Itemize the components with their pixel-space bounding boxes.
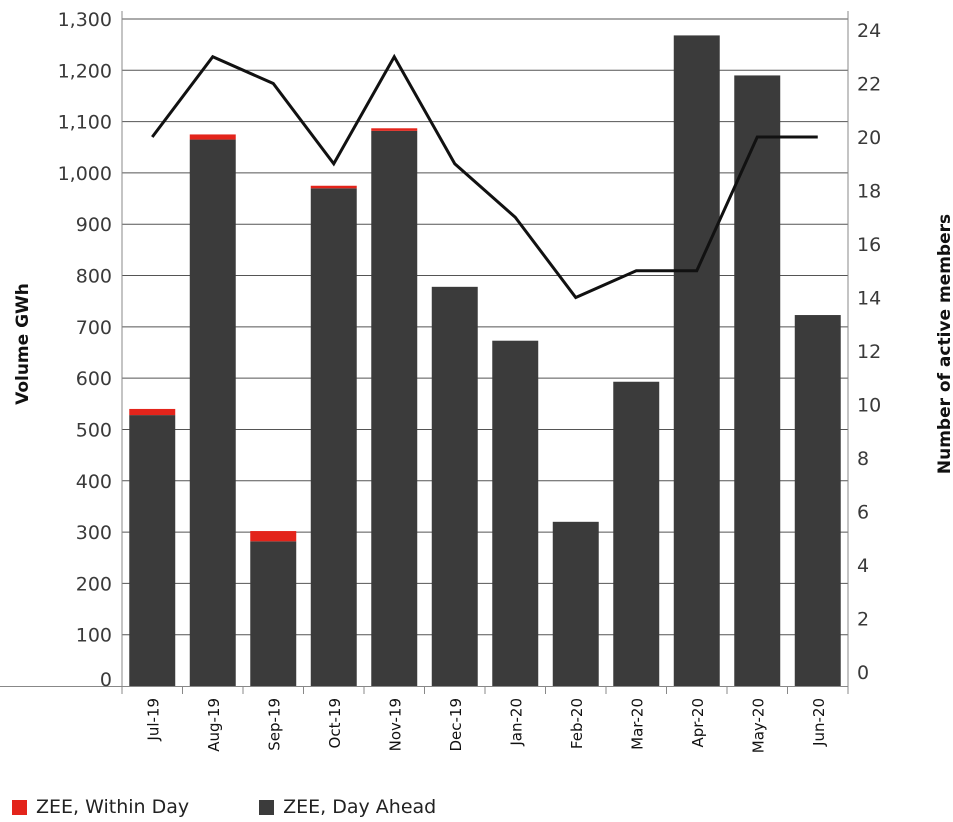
x-tick-label: Feb-20 (568, 698, 586, 749)
axes (0, 11, 849, 694)
bar-day-ahead (310, 188, 357, 687)
y2-tick-label: 14 (857, 288, 881, 310)
bar-within-day (310, 185, 357, 189)
y-tick-label: 1,000 (58, 163, 112, 185)
x-tick-label: Apr-20 (689, 698, 707, 748)
y-tick-label: 300 (76, 522, 112, 544)
member-line (151, 53, 818, 300)
chart-area: 01002003004005006007008009001,0001,1001,… (0, 9, 953, 753)
y-tick-label: 1,300 (58, 9, 112, 31)
y2-tick-label: 8 (857, 448, 869, 470)
x-tick-label: Oct-19 (326, 698, 344, 748)
y-tick-label: 1,100 (58, 112, 112, 134)
x-tick-label: Dec-19 (447, 698, 465, 752)
bar-within-day (371, 128, 418, 131)
bar-within-day (189, 134, 236, 140)
bar-day-ahead (250, 541, 297, 686)
legend-label-within-day: ZEE, Within Day (36, 796, 190, 818)
bar-day-ahead (129, 415, 176, 686)
y-tick-label: 600 (76, 368, 112, 390)
y2-tick-label: 20 (857, 127, 881, 149)
legend: ZEE, Within Day ZEE, Day Ahead (12, 796, 506, 818)
x-tick-label: May-20 (749, 698, 767, 753)
y2-axis-title: Number of active members (935, 214, 953, 474)
bar-day-ahead (492, 340, 539, 686)
y2-tick-label: 10 (857, 395, 881, 417)
x-tick-label: Mar-20 (628, 698, 646, 750)
bar-within-day (250, 531, 297, 542)
bar-day-ahead (673, 35, 720, 687)
legend-swatch-day-ahead (259, 799, 275, 815)
bar-day-ahead (552, 521, 599, 686)
tick-labels: 01002003004005006007008009001,0001,1001,… (58, 9, 882, 753)
y-tick-label: 700 (76, 317, 112, 339)
y-tick-label: 900 (76, 214, 112, 236)
y-tick-label: 500 (76, 419, 112, 441)
y2-tick-label: 6 (857, 502, 869, 524)
legend-swatch-within-day (12, 799, 27, 815)
bar-day-ahead (371, 130, 418, 686)
y-tick-label: 800 (76, 266, 112, 288)
bar-within-day (129, 408, 176, 416)
bars (129, 35, 841, 687)
x-tick-label: Sep-19 (265, 698, 283, 751)
line-active-members (151, 53, 818, 300)
y-tick-label: 1,200 (58, 60, 112, 82)
y-tick-label: 400 (76, 471, 112, 493)
legend-label-day-ahead: ZEE, Day Ahead (283, 796, 437, 818)
x-tick-label: Jul-19 (144, 698, 162, 742)
y2-tick-label: 22 (857, 74, 881, 96)
y-tick-label: 0 (100, 669, 112, 691)
x-tick-label: Aug-19 (205, 698, 223, 752)
y2-tick-label: 24 (857, 20, 881, 42)
y2-tick-label: 0 (857, 662, 869, 684)
bar-day-ahead (189, 139, 236, 687)
y2-tick-label: 4 (857, 555, 869, 577)
y-axis-title: Volume GWh (13, 283, 33, 405)
x-tick-label: Nov-19 (386, 698, 404, 751)
bar-day-ahead (431, 286, 478, 686)
bar-day-ahead (613, 381, 660, 686)
x-tick-label: Jan-20 (507, 698, 525, 747)
y2-tick-label: 12 (857, 341, 881, 363)
y2-tick-label: 18 (857, 181, 881, 203)
y2-tick-label: 16 (857, 234, 881, 256)
bar-day-ahead (794, 315, 841, 686)
x-tick-label: Jun-20 (810, 698, 828, 747)
legend-item-day-ahead: ZEE, Day Ahead (259, 796, 436, 818)
y-tick-label: 200 (76, 573, 112, 595)
bar-day-ahead (734, 75, 781, 686)
legend-item-within-day: ZEE, Within Day (12, 796, 189, 818)
y2-tick-label: 2 (857, 609, 869, 631)
y-tick-label: 100 (76, 625, 112, 647)
